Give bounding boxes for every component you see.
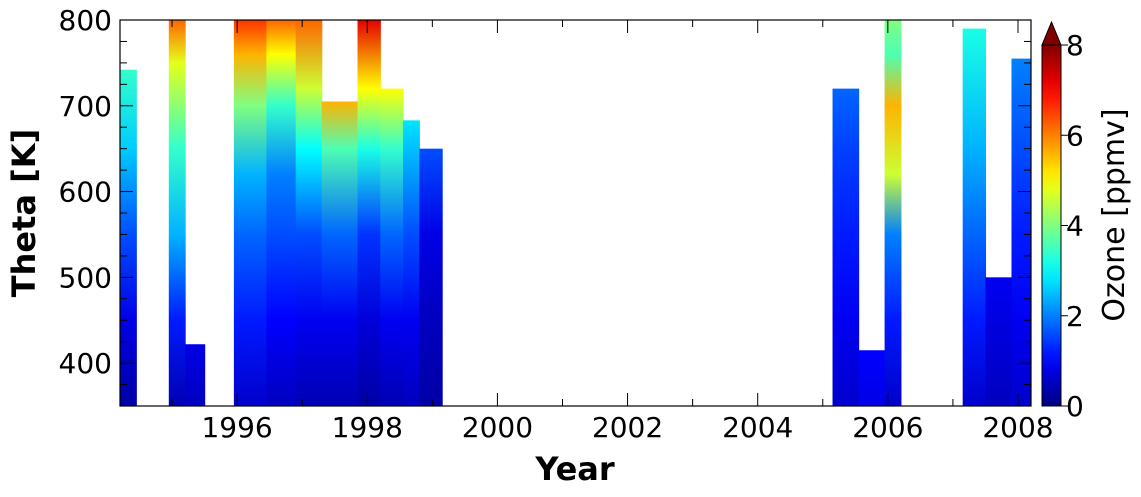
colorbar-gradient: [1041, 44, 1062, 407]
y-axis: 400 500 600 700 800: [59, 4, 1031, 407]
y-tick-label: 700: [59, 90, 112, 123]
x-tick-label: 2002: [592, 411, 663, 444]
x-tick-label: 1996: [201, 411, 272, 444]
y-tick-label: 400: [59, 347, 112, 380]
colorbar: 0 2 4 6 8 Ozone [ppmv]: [1041, 20, 1132, 423]
y-tick-label: 500: [59, 261, 112, 294]
y-tick-label: 600: [59, 176, 112, 209]
y-axis-title: Theta [K]: [5, 129, 43, 297]
data-column: [380, 88, 404, 406]
x-tick-label: 2006: [852, 411, 923, 444]
colorbar-tick-label: 8: [1066, 29, 1084, 62]
data-column: [233, 20, 268, 406]
data-column: [266, 20, 297, 406]
data-column: [858, 350, 886, 406]
data-column: [419, 148, 443, 406]
colorbar-title: Ozone [ppmv]: [1097, 108, 1132, 321]
data-column: [120, 69, 137, 406]
x-tick-label: 1998: [332, 411, 403, 444]
data-column: [985, 277, 1013, 406]
data-column: [357, 20, 381, 406]
x-tick-label: 2008: [982, 411, 1053, 444]
colorbar-tick-label: 2: [1066, 300, 1084, 333]
data-column: [884, 20, 902, 406]
colorbar-tick-label: 6: [1066, 119, 1084, 152]
x-axis: 1996 1998 2000 2002 2004 2006 2008: [171, 20, 1054, 444]
data-column: [403, 120, 420, 406]
data-column: [1011, 58, 1031, 406]
data-column: [832, 88, 860, 406]
data-column: [185, 344, 206, 406]
colorbar-tick-label: 0: [1066, 390, 1084, 423]
colorbar-extend-arrow: [1041, 20, 1062, 46]
colorbar-tick-label: 4: [1066, 210, 1084, 243]
data-column: [168, 20, 186, 406]
data-column: [321, 101, 359, 406]
y-tick-label: 800: [59, 4, 112, 37]
data-column: [295, 20, 323, 406]
x-tick-label: 2000: [462, 411, 533, 444]
plot-area: [120, 20, 1031, 406]
x-axis-title: Year: [534, 450, 615, 488]
x-tick-label: 2004: [722, 411, 793, 444]
data-column: [962, 28, 987, 406]
